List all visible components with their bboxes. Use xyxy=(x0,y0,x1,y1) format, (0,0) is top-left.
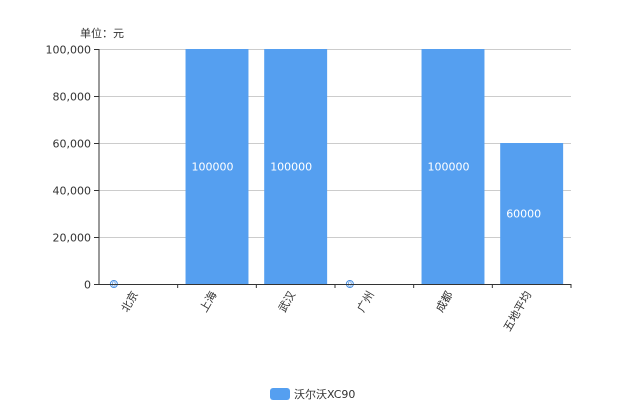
x-tick-label: 北京 xyxy=(118,289,141,315)
y-tick-label: 60,000 xyxy=(53,138,92,151)
data-label: 60000 xyxy=(506,208,541,221)
x-tick-label: 上海 xyxy=(196,289,219,315)
y-tick-label: 20,000 xyxy=(53,232,92,245)
unit-label: 单位：元 xyxy=(80,26,124,40)
x-tick-label: 五地平均 xyxy=(501,289,534,334)
y-tick-label: 0 xyxy=(84,279,91,292)
legend-label: 沃尔沃XC90 xyxy=(294,388,355,401)
x-tick-label: 成都 xyxy=(433,289,455,315)
y-tick-label: 100,000 xyxy=(46,44,92,57)
y-tick-label: 80,000 xyxy=(53,91,92,104)
x-axis-ticks: 北京 上海 武汉 广州 成都 五地平均 xyxy=(118,284,572,334)
y-axis-ticks: 0 20,000 40,000 60,000 80,000 100,000 xyxy=(46,44,99,292)
data-label: 100000 xyxy=(192,161,234,174)
data-label: 100000 xyxy=(428,161,470,174)
bar[interactable] xyxy=(264,49,328,284)
legend-swatch xyxy=(270,388,290,400)
x-tick-label: 武汉 xyxy=(276,289,298,315)
legend[interactable]: 沃尔沃XC90 xyxy=(270,388,355,401)
bar[interactable] xyxy=(500,143,564,284)
y-tick-label: 40,000 xyxy=(53,185,92,198)
data-label: 100000 xyxy=(270,161,312,174)
bar[interactable] xyxy=(421,49,485,284)
bar[interactable] xyxy=(185,49,249,284)
grid-lines xyxy=(99,49,571,238)
x-tick-label: 广州 xyxy=(355,289,377,315)
